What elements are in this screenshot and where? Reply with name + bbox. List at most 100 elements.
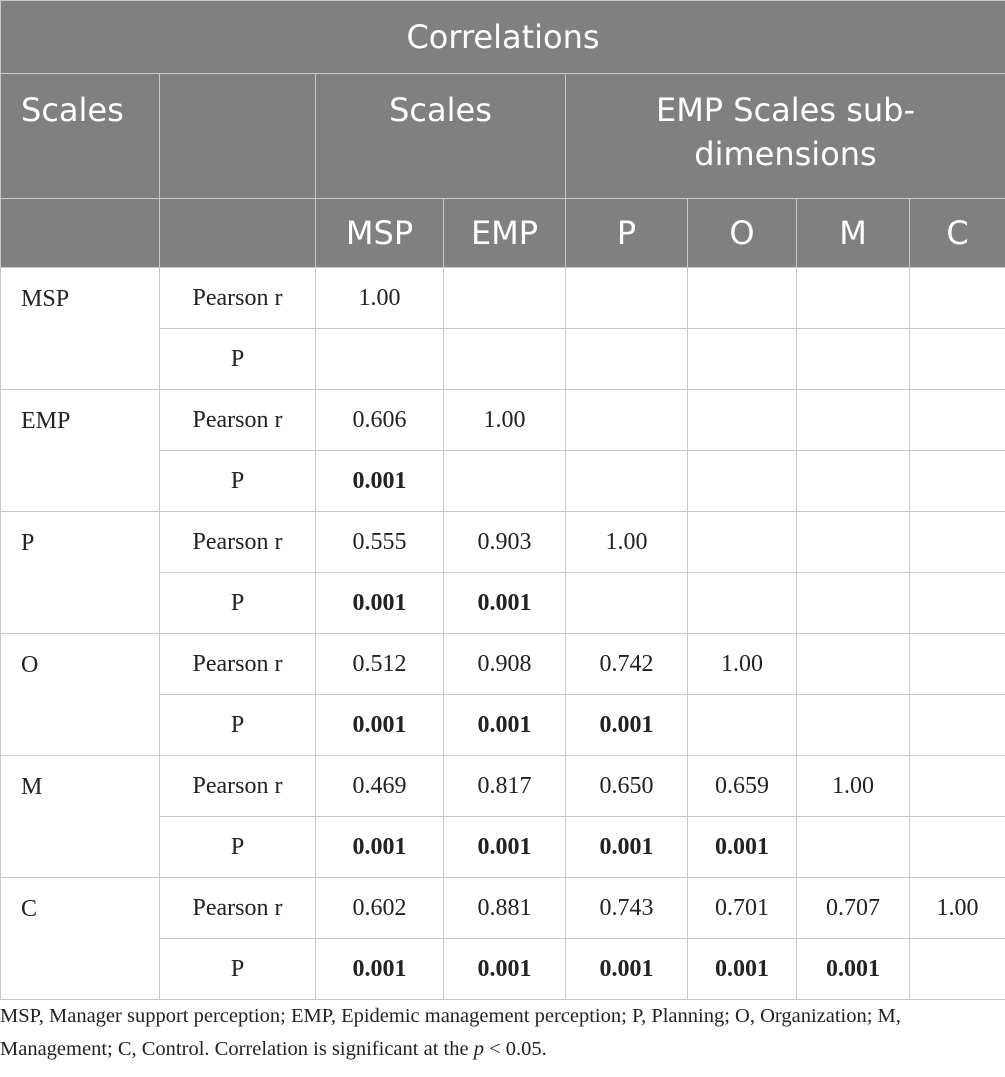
p-value-cell [909,572,1005,634]
p-value-cell [909,816,1005,878]
pearson-value-cell: 0.555 [315,511,444,573]
p-value: 0.001 [352,955,407,982]
table-row: C Pearson r 0.602 0.881 0.743 0.701 0.707 1.00 [0,877,1005,1000]
row-scale-label: MSP [0,267,160,390]
p-value-cell [687,572,797,634]
blank-header [159,198,316,268]
pearson-value-cell [909,755,1005,817]
p-value-cell [687,450,797,512]
scales-group-header: Scales [315,73,566,199]
p-value-cell [443,450,566,512]
pearson-value-cell: 0.743 [565,877,688,939]
stat-label-pearson: Pearson r [159,267,316,329]
pearson-value-cell [796,389,910,451]
pearson-value-cell: 0.881 [443,877,566,939]
table-row: O Pearson r 0.512 0.908 0.742 1.00 [0,633,1005,756]
blank-header [159,73,316,199]
blank-header [0,198,160,268]
pearson-value-cell: 0.469 [315,755,444,817]
pearson-value-cell [687,389,797,451]
p-value-cell: 0.001 [315,694,444,756]
pearson-value-cell: 1.00 [443,389,566,451]
table-row: MSP Pearson r 1.00 [0,267,1005,390]
stat-label-pearson: Pearson r [159,755,316,817]
table-row: M Pearson r 0.469 0.817 0.650 0.659 1.00 [0,755,1005,878]
pearson-value-cell [909,267,1005,329]
stat-label-pearson: Pearson r [159,511,316,573]
p-value: 0.001 [352,589,407,616]
p-value: 0.001 [599,955,654,982]
column-header-msp: MSP [315,198,444,268]
p-value-cell [909,450,1005,512]
column-header-o: O [687,198,797,268]
column-header-m: M [796,198,910,268]
pearson-value-cell [796,267,910,329]
scales-row-header: Scales [0,73,160,199]
p-value-cell [565,572,688,634]
p-value: 0.001 [477,955,532,982]
pearson-value-cell [687,511,797,573]
pearson-value-cell [909,389,1005,451]
footnote-p-symbol: p [473,1038,484,1060]
stat-label-p: P [159,328,316,390]
pearson-value-cell [796,633,910,695]
p-value-cell [796,450,910,512]
table-row: P 0.001 0.001 [1,572,1005,634]
p-value: 0.001 [826,955,880,982]
pearson-value-cell [909,633,1005,695]
stat-label-pearson: Pearson r [159,877,316,939]
p-value: 0.001 [715,955,769,982]
p-value-cell [687,328,797,390]
stat-label-p: P [159,816,316,878]
p-value: 0.001 [352,467,407,494]
p-value-cell: 0.001 [565,694,688,756]
p-value-cell [565,328,688,390]
row-scale-label: C [0,877,160,1000]
table-row: P 0.001 0.001 0.001 0.001 [1,816,1005,878]
pearson-value-cell: 0.707 [796,877,910,939]
p-value-cell: 0.001 [443,572,566,634]
p-value-cell [909,694,1005,756]
pearson-value-cell: 0.512 [315,633,444,695]
pearson-value-cell: 0.606 [315,389,444,451]
emp-subdimensions-group-header: EMP Scales sub-dimensions [565,73,1005,199]
table-title: Correlations [0,0,1005,74]
stat-label-p: P [159,450,316,512]
p-value-cell: 0.001 [443,938,566,1000]
p-value-cell: 0.001 [315,450,444,512]
p-value: 0.001 [477,833,532,860]
table-row: P [1,328,1005,390]
pearson-value-cell: 1.00 [565,511,688,573]
p-value-cell: 0.001 [796,938,910,1000]
column-header-p: P [565,198,688,268]
pearson-value-cell [443,267,566,329]
pearson-value-cell: 0.659 [687,755,797,817]
footnote-tail: < 0.05. [483,1038,547,1060]
row-scale-label: O [0,633,160,756]
stat-label-p: P [159,938,316,1000]
p-value-cell [315,328,444,390]
pearson-value-cell: 1.00 [687,633,797,695]
column-header-c: C [909,198,1005,268]
pearson-value-cell: 1.00 [909,877,1005,939]
table-body: MSP Pearson r 1.00 P EMP Pearson r 0.606 1.00 P 0… [0,267,1005,1000]
p-value-cell [687,694,797,756]
pearson-value-cell [565,389,688,451]
p-value-cell [796,328,910,390]
row-scale-label: EMP [0,389,160,512]
p-value-cell [909,938,1005,1000]
pearson-value-cell: 0.650 [565,755,688,817]
p-value: 0.001 [477,711,532,738]
p-value-cell [796,572,910,634]
p-value-cell: 0.001 [443,816,566,878]
table-row: EMP Pearson r 0.606 1.00 [0,389,1005,512]
p-value-cell [909,328,1005,390]
p-value-cell: 0.001 [687,938,797,1000]
pearson-value-cell [796,511,910,573]
p-value-cell [565,450,688,512]
pearson-value-cell: 0.701 [687,877,797,939]
pearson-value-cell [909,511,1005,573]
pearson-value-cell: 0.903 [443,511,566,573]
p-value-cell: 0.001 [315,938,444,1000]
pearson-value-cell [565,267,688,329]
